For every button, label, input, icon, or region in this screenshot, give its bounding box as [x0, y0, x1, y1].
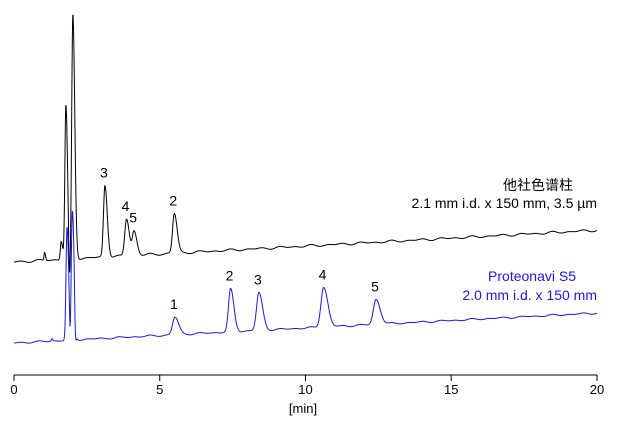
x-tick-label: 10 [298, 382, 312, 397]
trace-proteonavi-s5 [13, 210, 598, 344]
trace-other-column [13, 14, 598, 273]
peak-label: 3 [100, 165, 108, 181]
peak-label: 4 [319, 267, 327, 283]
legend-proteonavi-spec: 2.0 mm i.d. x 150 mm [462, 287, 597, 303]
peak-label: 4 [122, 198, 130, 214]
x-tick-label: 15 [444, 382, 458, 397]
peak-label: 2 [226, 267, 234, 283]
legend-proteonavi-name: Proteonavi S5 [488, 268, 576, 284]
x-axis-ticks: 0 5 10 15 20 [10, 375, 604, 397]
x-tick-label: 20 [590, 382, 604, 397]
peak-label: 1 [170, 296, 178, 312]
x-axis-label: [min] [289, 401, 317, 416]
peak-label: 2 [169, 193, 177, 209]
legend-other-column-name: 他社色谱柱 [503, 177, 573, 193]
peak-label: 3 [254, 272, 262, 288]
x-tick-label: 5 [156, 382, 163, 397]
x-tick-label: 0 [10, 382, 17, 397]
legend-other-column-spec: 2.1 mm i.d. x 150 mm, 3.5 µm [412, 195, 597, 211]
peak-label: 5 [129, 210, 137, 226]
peak-label: 5 [371, 278, 379, 294]
